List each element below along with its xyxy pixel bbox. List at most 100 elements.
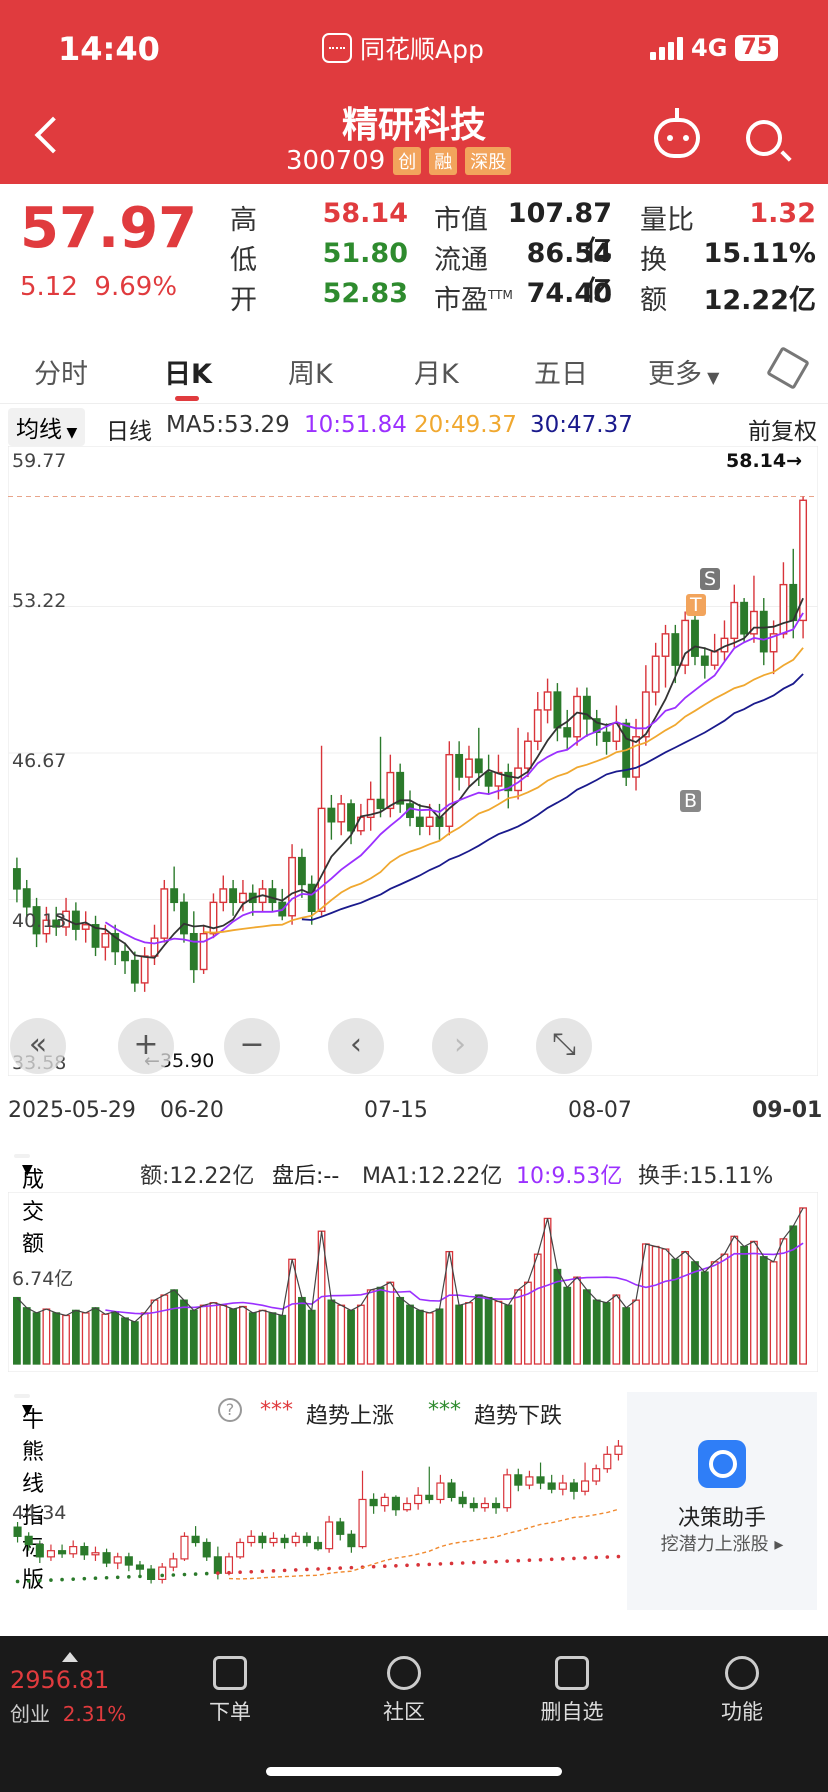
candle-up xyxy=(750,610,758,635)
bull-trend-line xyxy=(228,1508,619,1580)
candle-up xyxy=(425,816,434,827)
volume-bar xyxy=(356,1304,365,1365)
nav-order[interactable]: 下单 xyxy=(170,1646,290,1726)
volume-bar xyxy=(563,1286,572,1365)
candle-down xyxy=(22,888,31,908)
index-value: 2956.81 xyxy=(10,1666,110,1694)
candle-up xyxy=(779,583,788,635)
trend-dot xyxy=(93,1576,98,1581)
label-pe-text: 市盈 xyxy=(434,285,488,316)
document-icon xyxy=(213,1656,247,1690)
nav-remove-watchlist[interactable]: 删自选 xyxy=(512,1646,632,1726)
fullscreen-button[interactable]: ⤡ xyxy=(536,1018,592,1074)
trend-dot xyxy=(538,1557,543,1562)
nav-functions-label: 功能 xyxy=(721,1700,763,1724)
candle-up xyxy=(632,736,640,778)
zoom-out-button[interactable]: − xyxy=(224,1018,280,1074)
minus-box-icon xyxy=(555,1656,589,1690)
date-label-2: 06-20 xyxy=(160,1098,224,1123)
bull-candle xyxy=(80,1545,89,1556)
volume-bar xyxy=(612,1294,621,1365)
tab-monthly-k[interactable]: 月K xyxy=(414,359,459,390)
index-row: 创业 2.31% xyxy=(10,1698,150,1727)
trend-dot xyxy=(26,1579,31,1583)
zoom-in-button[interactable]: + xyxy=(118,1018,174,1074)
volume-bar xyxy=(239,1305,247,1365)
trend-dot xyxy=(216,1571,220,1575)
signal-b-badge[interactable]: B xyxy=(680,790,702,812)
bull-candle xyxy=(236,1541,245,1558)
help-icon[interactable]: ? xyxy=(218,1398,242,1422)
ma30-line xyxy=(301,673,804,921)
adjust-mode[interactable]: 前复权 xyxy=(748,419,817,445)
trend-up-label: 趋势上涨 xyxy=(306,1404,395,1429)
volume-bar xyxy=(455,1304,464,1365)
bull-candle xyxy=(58,1550,67,1555)
candle-down xyxy=(504,771,513,792)
scroll-left-button[interactable]: ‹ xyxy=(328,1018,384,1074)
volume-chart[interactable]: 6.74亿 xyxy=(8,1192,818,1372)
nav-community-label: 社区 xyxy=(383,1700,425,1724)
volume-bar xyxy=(32,1312,41,1365)
active-tab-underline xyxy=(175,396,199,401)
search-icon[interactable] xyxy=(746,120,782,156)
signal-t-badge[interactable]: T xyxy=(686,594,706,616)
tab-more[interactable]: 更多 ▼ xyxy=(648,352,719,391)
volume-bar xyxy=(52,1312,61,1365)
trend-dot xyxy=(160,1573,165,1578)
volume-y-tick: 6.74亿 xyxy=(12,1268,74,1290)
tab-weekly-k[interactable]: 周K xyxy=(288,359,333,390)
bull-candle xyxy=(169,1558,178,1568)
bull-indicator-dropdown[interactable]: 牛熊线指标版 ▼ xyxy=(14,1394,44,1593)
tag-shengu[interactable]: 深股 xyxy=(465,147,512,175)
tab-intraday[interactable]: 分时 xyxy=(34,359,88,390)
trend-dot xyxy=(516,1558,521,1563)
volume-type-dropdown[interactable]: 成交额 ▼ xyxy=(14,1154,44,1257)
candle-down xyxy=(582,695,591,720)
quote-panel: 57.97 5.12 9.69% 高 58.14 市值 107.87亿 量比 1… xyxy=(0,184,828,324)
volume-bar xyxy=(691,1261,699,1365)
index-widget[interactable]: 2956.81 创业 2.31% xyxy=(10,1652,150,1727)
volume-bar xyxy=(425,1312,434,1365)
volume-bar xyxy=(327,1299,336,1365)
tab-daily-k[interactable]: 日K xyxy=(164,359,212,390)
signal-s-badge[interactable]: S xyxy=(700,568,721,590)
ma-type-dropdown[interactable]: 均线 ▼ xyxy=(8,408,86,446)
trend-dot xyxy=(204,1571,209,1576)
decision-assistant-card[interactable]: 决策助手 挖潜力上涨股 ▸ xyxy=(627,1392,817,1610)
date-label-1: 2025-05-29 xyxy=(8,1098,136,1123)
candle-down xyxy=(563,727,572,738)
trend-dot xyxy=(15,1579,20,1584)
candlestick-chart[interactable]: 59.77 53.22 46.67 40.13 33.58 58.14→ ←35… xyxy=(8,446,818,1076)
candle-down xyxy=(700,655,709,666)
ma10-line xyxy=(104,612,804,945)
nav-community[interactable]: 社区 xyxy=(344,1646,464,1726)
zoom-out-far-button[interactable]: « xyxy=(10,1018,66,1074)
candle-up xyxy=(386,771,395,810)
status-time: 14:40 xyxy=(58,30,160,68)
candle-down xyxy=(307,883,316,913)
nav-functions[interactable]: 功能 xyxy=(682,1646,802,1726)
trend-dot xyxy=(127,1575,131,1579)
scroll-right-button[interactable]: › xyxy=(432,1018,488,1074)
candle-up xyxy=(514,767,523,792)
value-amount: 12.22亿 xyxy=(703,285,816,316)
candle-up xyxy=(81,924,90,930)
tab-five-day[interactable]: 五日 xyxy=(534,359,588,390)
trend-dot xyxy=(249,1569,254,1574)
volume-bar xyxy=(651,1245,660,1365)
candle-down xyxy=(71,910,80,930)
volume-bar xyxy=(465,1302,473,1365)
decision-subtitle: 挖潜力上涨股 ▸ xyxy=(660,1534,784,1555)
volume-bar xyxy=(180,1299,188,1365)
bull-candle xyxy=(191,1535,200,1544)
label-pe: 市盈TTM xyxy=(434,278,513,317)
decision-assistant-icon xyxy=(698,1440,746,1488)
robot-assistant-icon[interactable] xyxy=(654,108,700,158)
volume-bar xyxy=(484,1296,493,1365)
chart-tabs: 分时 日K 周K 月K 五日 更多 ▼ xyxy=(0,338,828,404)
trend-dot xyxy=(49,1578,53,1582)
bull-bear-chart[interactable]: 44.34 xyxy=(8,1432,627,1610)
bull-candle xyxy=(35,1543,44,1558)
candle-up xyxy=(199,932,208,971)
